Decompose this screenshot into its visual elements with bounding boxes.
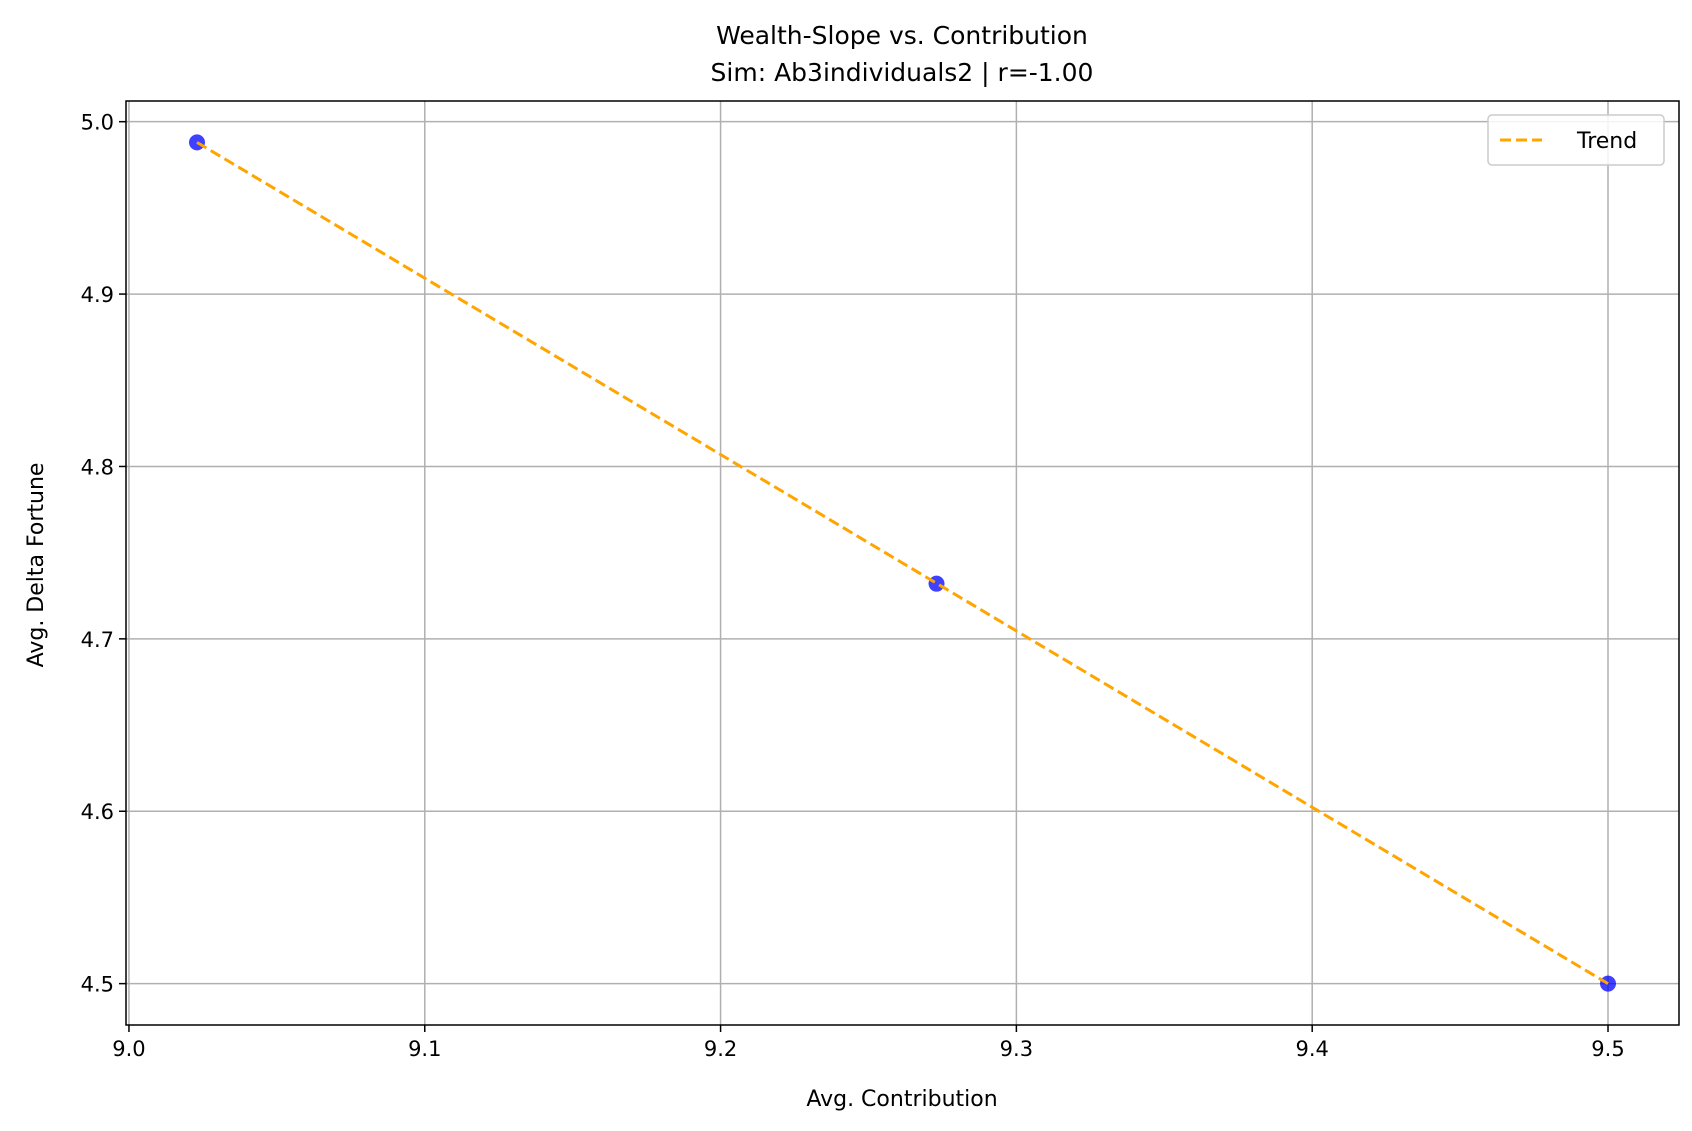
x-tick-label: 9.1 — [408, 1037, 441, 1061]
y-tick-label: 4.9 — [81, 283, 114, 307]
plot-frame — [125, 100, 1680, 1026]
y-axis-label: Avg. Delta Fortune — [24, 463, 49, 668]
y-tick-label: 4.6 — [81, 800, 114, 824]
data-marks — [188, 134, 1617, 992]
legend-box — [1487, 114, 1665, 166]
x-tick-label: 9.5 — [1591, 1037, 1624, 1061]
y-tick-label: 5.0 — [81, 111, 114, 135]
y-tick-label: 4.8 — [81, 455, 114, 479]
axis-ticks: 9.0 9.1 9.2 9.3 9.4 9.5 4.5 4.6 4.7 4.8 4.9 5.0 — [81, 111, 1625, 1061]
x-tick-label: 9.2 — [704, 1037, 737, 1061]
y-tick-label: 4.5 — [81, 973, 114, 997]
x-tick-label: 9.0 — [112, 1037, 145, 1061]
data-point — [928, 575, 945, 592]
x-axis-label: Avg. Contribution — [806, 1087, 997, 1112]
trend-line — [196, 141, 1609, 985]
chart-title: Wealth-Slope vs. Contribution — [716, 21, 1088, 50]
chart-subtitle: Sim: Ab3individuals2 | r=-1.00 — [711, 58, 1094, 87]
legend: Trend — [1487, 114, 1665, 166]
x-tick-label: 9.4 — [1295, 1037, 1328, 1061]
y-tick-label: 4.7 — [81, 628, 114, 652]
legend-trend-label: Trend — [1576, 129, 1637, 154]
grid-lines — [126, 101, 1679, 1025]
x-tick-label: 9.3 — [1000, 1037, 1033, 1061]
